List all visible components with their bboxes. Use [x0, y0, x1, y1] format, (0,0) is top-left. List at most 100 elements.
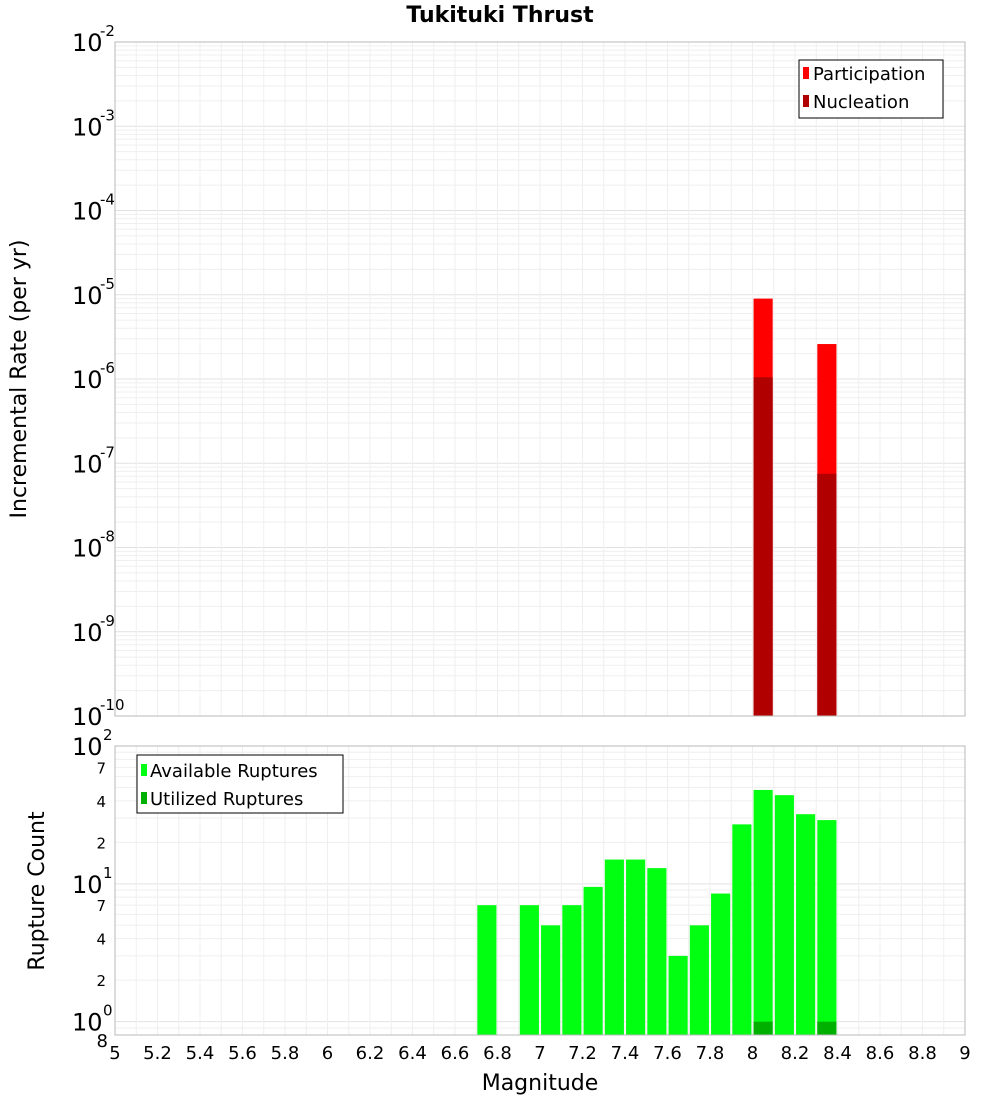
- rate-y-tick-label: 10-8: [72, 528, 115, 563]
- available-ruptures-bar: [519, 905, 539, 1035]
- x-tick-label: 8: [747, 1043, 758, 1064]
- x-tick-label: 6.4: [398, 1043, 427, 1064]
- rate-y-tick-label: 10-5: [72, 275, 115, 310]
- x-tick-label: 5.6: [228, 1043, 257, 1064]
- count-y-tick-base: 10: [72, 871, 103, 899]
- x-tick-label: 6.8: [483, 1043, 512, 1064]
- available-ruptures-bar: [711, 893, 731, 1035]
- rate-y-tick-exponent: -10: [100, 696, 125, 714]
- rate-y-tick-base: 10: [72, 703, 103, 731]
- x-tick-label: 6.2: [356, 1043, 385, 1064]
- count-y-minor-tick-label: 2: [96, 972, 106, 990]
- count-y-tick-label: 10 0: [72, 1002, 113, 1037]
- rate-y-tick-label: 10-4: [72, 191, 115, 226]
- x-tick-label: 7.6: [653, 1043, 682, 1064]
- available-ruptures-bar: [668, 955, 688, 1035]
- count-y-minor-tick-label: 7: [96, 759, 106, 777]
- available-ruptures-bar: [753, 789, 773, 1035]
- available-ruptures-bar: [541, 925, 561, 1035]
- rate-y-tick-label: 10-7: [72, 443, 115, 478]
- rate-y-tick-base: 10: [72, 535, 103, 563]
- utilized-legend-swatch: [141, 792, 147, 804]
- available-legend-label: Available Ruptures: [150, 761, 318, 782]
- nucleation-legend-label: Nucleation: [813, 92, 909, 113]
- rate-y-tick-label: 10-2: [72, 22, 115, 57]
- nucleation-bar: [817, 473, 837, 716]
- x-tick-label: 7: [534, 1043, 545, 1064]
- x-tick-label: 9: [959, 1043, 970, 1064]
- rate-y-tick-base: 10: [72, 198, 103, 226]
- x-tick-label: 7.2: [568, 1043, 597, 1064]
- available-ruptures-bar: [647, 868, 667, 1035]
- rate-y-tick-exponent: -5: [100, 275, 115, 293]
- x-tick-label: 7.8: [696, 1043, 725, 1064]
- count-x-ticks: 5 5.2 5.4 5.6 5.8 6 6.2 6.4 6.6 6.8 7 7.2 7.4 7.6 7.8 8…: [109, 1043, 970, 1064]
- count-y-tick-exponent: 0: [103, 1002, 113, 1020]
- x-tick-label: 8.4: [823, 1043, 852, 1064]
- available-ruptures-bar: [626, 859, 646, 1035]
- rate-y-tick-exponent: -3: [100, 106, 115, 124]
- rate-legend-box: [798, 59, 944, 119]
- rate-y-tick-label: 10-6: [72, 359, 115, 394]
- rate-legend: Participation Nucleation: [798, 59, 944, 119]
- rate-y-tick-base: 10: [72, 450, 103, 478]
- nucleation-legend-swatch: [803, 95, 809, 107]
- participation-legend-label: Participation: [813, 64, 925, 85]
- rate-y-axis-title: Incremental Rate (per yr): [7, 240, 32, 519]
- count-legend: Available Ruptures Utilized Ruptures: [136, 754, 344, 814]
- count-y-tick-exponent: 2: [103, 726, 113, 744]
- utilized-legend-label: Utilized Ruptures: [150, 789, 303, 810]
- utilized-ruptures-bar: [753, 1021, 773, 1035]
- available-legend-swatch: [141, 764, 147, 776]
- available-ruptures-bar: [732, 824, 752, 1035]
- x-tick-label: 6: [322, 1043, 333, 1064]
- count-y-minor-tick-label: 4: [96, 931, 106, 949]
- nucleation-bar: [753, 377, 773, 716]
- utilized-ruptures-bar: [817, 1021, 837, 1035]
- count-y-tick-exponent: 1: [103, 864, 113, 882]
- x-tick-label: 6.6: [441, 1043, 470, 1064]
- rate-y-tick-exponent: -8: [100, 528, 115, 546]
- count-y-tick-base: 10: [72, 1009, 103, 1037]
- count-y-minor-tick-label: 8: [97, 1031, 108, 1052]
- chart-title: Tukituki Thrust: [406, 3, 594, 28]
- rate-y-tick-base: 10: [72, 282, 103, 310]
- count-y-minor-tick-label: 4: [96, 793, 106, 811]
- rate-y-tick-base: 10: [72, 29, 103, 57]
- x-tick-label: 7.4: [611, 1043, 640, 1064]
- available-ruptures-bar: [583, 886, 603, 1035]
- rate-y-tick-label: 10-9: [72, 612, 115, 647]
- rate-y-tick-base: 10: [72, 619, 103, 647]
- participation-legend-swatch: [803, 67, 809, 79]
- count-y-axis-title: Rupture Count: [25, 811, 50, 971]
- x-tick-label: 5.8: [271, 1043, 300, 1064]
- x-tick-label: 5: [109, 1043, 120, 1064]
- available-ruptures-bar: [774, 795, 794, 1035]
- count-y-tick-label: 10 2: [72, 726, 113, 761]
- x-axis-title: Magnitude: [482, 1071, 599, 1096]
- count-y-tick-label: 10 1: [72, 864, 113, 899]
- count-y-minor-tick-label: 2: [96, 834, 106, 852]
- rate-y-tick-exponent: -6: [100, 359, 115, 377]
- count-y-minor-tick-label: 7: [96, 897, 106, 915]
- available-ruptures-bar: [817, 820, 837, 1035]
- rate-bars: [753, 298, 837, 716]
- rate-y-tick-base: 10: [72, 366, 103, 394]
- available-ruptures-bar: [689, 925, 709, 1035]
- rate-y-tick-base: 10: [72, 113, 103, 141]
- rate-plot-border: [114, 41, 966, 717]
- available-ruptures-bar: [796, 814, 816, 1035]
- rate-gridlines: [114, 42, 966, 717]
- rate-y-tick-exponent: -2: [100, 22, 115, 40]
- rate-y-tick-label: 10-3: [72, 106, 115, 141]
- x-tick-label: 8.6: [866, 1043, 895, 1064]
- rate-y-tick-exponent: -4: [100, 191, 115, 209]
- count-plot-border: [114, 745, 966, 1036]
- available-ruptures-bar: [562, 905, 582, 1035]
- x-tick-label: 5.4: [186, 1043, 215, 1064]
